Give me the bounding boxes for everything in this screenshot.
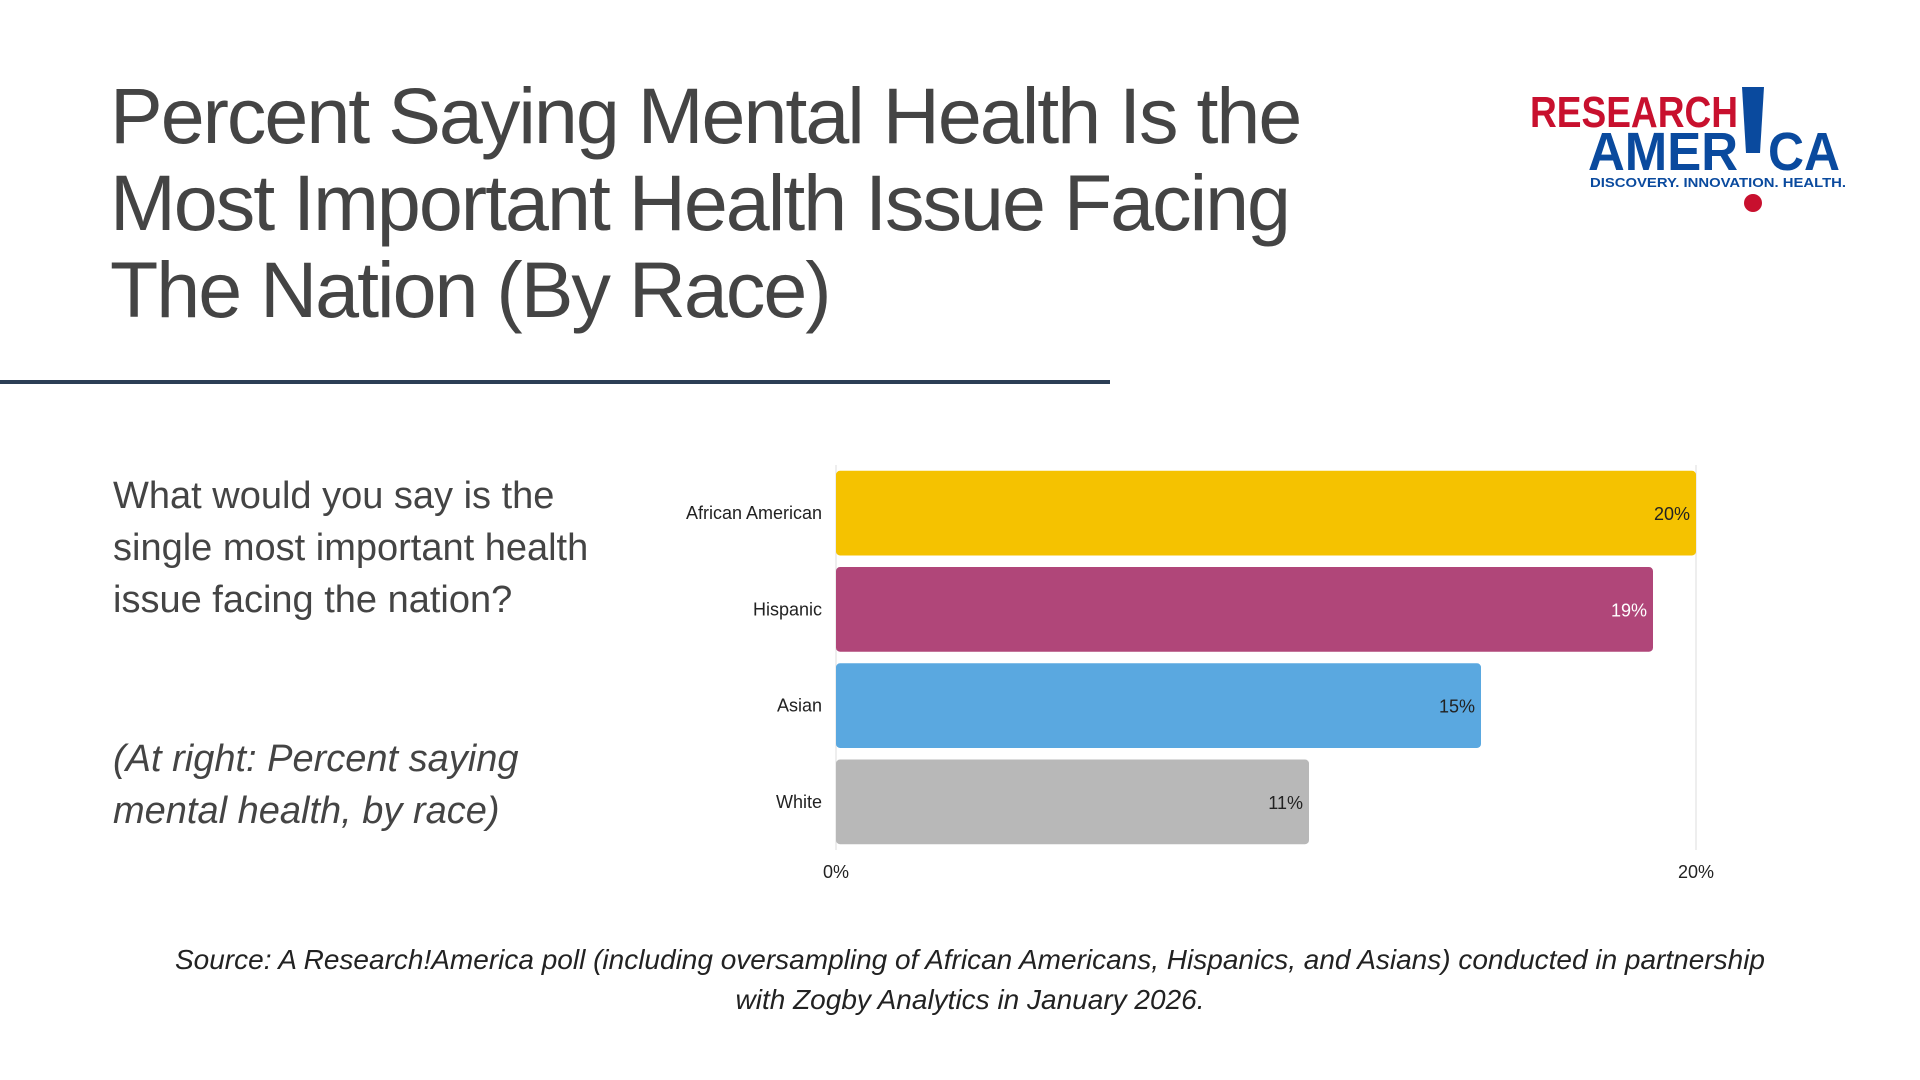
bar — [836, 663, 1481, 748]
x-tick-label: 0% — [823, 862, 849, 882]
survey-question: What would you say is the single most im… — [113, 475, 589, 621]
category-label: White — [776, 792, 822, 812]
bar — [836, 470, 1696, 556]
title-divider — [0, 380, 1110, 384]
category-label: African American — [686, 503, 822, 523]
data-label: 15% — [1439, 697, 1475, 717]
x-tick-label: 20% — [1678, 862, 1714, 882]
source-footnote: Source: A Research!America poll (includi… — [174, 944, 1765, 1015]
data-label: 11% — [1268, 793, 1303, 813]
data-label: 19% — [1611, 600, 1647, 620]
svg-text:RESEARCH: RESEARCH — [1530, 88, 1738, 137]
bar — [836, 759, 1309, 845]
category-label: Asian — [777, 696, 822, 716]
slide-title: Percent Saying Mental Health Is the Most… — [110, 71, 1302, 334]
bar — [836, 567, 1653, 652]
svg-text:AMER: AMER — [1588, 122, 1738, 182]
mental-health-by-race-bar-chart: African American 20% Hispanic 19% Asian 15% Wh… — [686, 465, 1714, 882]
research-america-logo: RESEARCH AMER CA DISCOVERY. INNOVATION. … — [1530, 87, 1846, 212]
chart-note: (At right: Percent saying mental health,… — [113, 738, 519, 832]
data-label: 20% — [1654, 504, 1690, 524]
svg-text:CA: CA — [1768, 122, 1840, 182]
category-label: Hispanic — [753, 599, 822, 619]
svg-text:DISCOVERY. INNOVATION. HEALTH.: DISCOVERY. INNOVATION. HEALTH. — [1590, 176, 1846, 190]
